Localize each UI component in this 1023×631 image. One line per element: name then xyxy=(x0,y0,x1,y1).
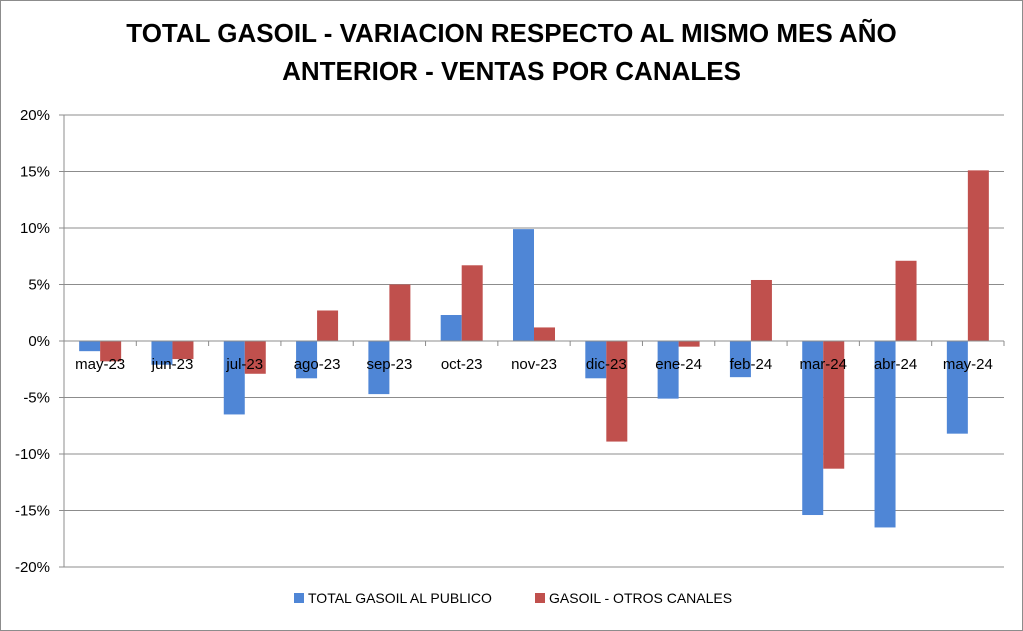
bar-publico-oct-23 xyxy=(440,315,462,341)
y-tick-label: -5% xyxy=(23,390,50,407)
bar-otros-nov-23 xyxy=(534,327,555,341)
bar-publico-feb-24 xyxy=(729,341,751,378)
bar-publico-may-24 xyxy=(946,341,968,434)
bar-otros-ago-23 xyxy=(317,310,339,341)
bar-otros-ene-24 xyxy=(678,341,700,347)
bar-publico-jul-23 xyxy=(223,341,245,415)
axes xyxy=(59,114,1005,568)
y-tick-label: -20% xyxy=(15,559,50,576)
y-tick-label: 20% xyxy=(20,107,50,124)
legend: TOTAL GASOIL AL PUBLICO GASOIL - OTROS CA… xyxy=(294,590,732,606)
y-tick-label: 5% xyxy=(28,277,50,294)
bar-publico-mar-24 xyxy=(802,341,824,516)
bar-otros-sep-23 xyxy=(389,284,411,341)
bars xyxy=(79,170,989,528)
x-tick-label: nov-23 xyxy=(511,356,557,373)
y-tick-label: 15% xyxy=(20,164,50,181)
bar-publico-nov-23 xyxy=(513,229,534,341)
x-tick-label: jul-23 xyxy=(225,356,263,373)
bar-otros-oct-23 xyxy=(461,265,483,341)
x-tick-label: ene-24 xyxy=(655,356,702,373)
y-tick-label: 10% xyxy=(20,220,50,237)
bar-otros-abr-24 xyxy=(895,260,917,341)
bar-publico-ago-23 xyxy=(296,341,318,379)
x-tick-label: abr-24 xyxy=(874,356,917,373)
x-tick-label: ago-23 xyxy=(294,356,341,373)
bar-publico-may-23 xyxy=(79,341,101,352)
y-tick-label: 0% xyxy=(28,333,50,350)
x-tick-label: sep-23 xyxy=(366,356,412,373)
chart-title-line-1: TOTAL GASOIL - VARIACION RESPECTO AL MIS… xyxy=(126,18,897,48)
y-tick-label: -10% xyxy=(15,446,50,463)
x-tick-label: may-23 xyxy=(75,356,125,373)
bar-otros-mar-24 xyxy=(823,341,845,469)
x-tick-label: feb-24 xyxy=(730,356,773,373)
bar-otros-jul-23 xyxy=(244,341,266,374)
chart-title: TOTAL GASOIL - VARIACION RESPECTO AL MIS… xyxy=(0,14,1023,90)
x-tick-label: jun-23 xyxy=(151,356,194,373)
bar-otros-may-24 xyxy=(967,170,989,341)
bar-otros-may-23 xyxy=(100,341,122,362)
bar-otros-jun-23 xyxy=(172,341,194,360)
bar-publico-sep-23 xyxy=(368,341,390,395)
x-tick-label: may-24 xyxy=(943,356,993,373)
bar-otros-dic-23 xyxy=(606,341,628,442)
legend-label-otros: GASOIL - OTROS CANALES xyxy=(549,590,732,606)
bar-publico-jun-23 xyxy=(151,341,173,365)
bar-publico-ene-24 xyxy=(657,341,679,399)
bar-publico-dic-23 xyxy=(585,341,607,379)
y-tick-label: -15% xyxy=(15,503,50,520)
x-tick-label: mar-24 xyxy=(799,356,847,373)
bar-otros-feb-24 xyxy=(750,279,772,341)
legend-swatch-publico xyxy=(294,593,304,603)
legend-swatch-otros xyxy=(535,593,545,603)
legend-label-publico: TOTAL GASOIL AL PUBLICO xyxy=(308,590,492,606)
x-tick-label: oct-23 xyxy=(441,356,483,373)
chart-title-line-2: ANTERIOR - VENTAS POR CANALES xyxy=(282,56,741,86)
labels: 20% 15% 10% 5% 0% -5% -10% -15% -20% may-23 jun-23… xyxy=(15,107,993,576)
x-tick-label: dic-23 xyxy=(586,356,627,373)
bar-publico-abr-24 xyxy=(874,341,896,528)
